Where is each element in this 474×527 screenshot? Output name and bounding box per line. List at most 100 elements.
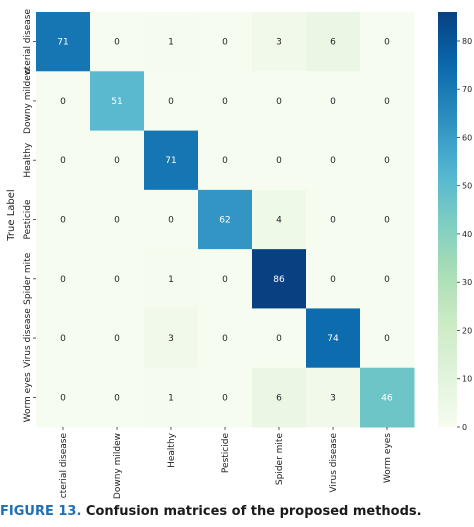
colorbar-tick-label-2: 20 (462, 326, 472, 335)
heatmap-cell-labels: 71 0 1 0 3 6 0 0 51 0 0 0 0 0 0 0 71 0 0 0 0 0 0 0 62 4 0 0 0 0 1 0 86 0 0… (57, 38, 393, 404)
cell-value-r0-c0: 71 (57, 38, 68, 48)
cell-value-r6-c0: 0 (60, 393, 66, 403)
cell-value-r5-c4: 0 (276, 334, 282, 344)
cell-value-r2-c1: 0 (114, 156, 120, 166)
cell-value-r6-c4: 6 (276, 393, 282, 403)
heatmap-cell-r5-c0 (36, 308, 91, 369)
cell-value-r5-c3: 0 (222, 334, 228, 344)
cell-value-r3-c6: 0 (384, 216, 390, 226)
cell-value-r4-c3: 0 (222, 275, 228, 285)
heatmap-cell-r1-c5 (306, 71, 361, 132)
colorbar: 0 10 20 30 40 50 60 70 80 (438, 12, 472, 432)
cell-value-r1-c3: 0 (222, 97, 228, 107)
x-tick-label-1: Downy mildew (113, 433, 123, 499)
heatmap-cell-r2-c0 (36, 130, 91, 191)
cell-value-r1-c1: 51 (111, 97, 122, 107)
x-tick-label-0: cterial disease (59, 433, 69, 499)
cell-value-r0-c1: 0 (114, 38, 120, 48)
heatmap-cell-r3-c0 (36, 189, 91, 250)
heatmap-cell-r2-c6 (360, 130, 415, 191)
cell-value-r5-c0: 0 (60, 334, 66, 344)
heatmap-cell-r6-c4 (252, 367, 307, 428)
heatmap-cell-r5-c3 (198, 308, 253, 369)
cell-value-r4-c1: 0 (114, 275, 120, 285)
heatmap-cell-r3-c2 (144, 189, 199, 250)
colorbar-gradient (438, 12, 457, 427)
cell-value-r0-c5: 6 (330, 38, 336, 48)
colorbar-ticks: 0 10 20 30 40 50 60 70 80 (457, 37, 472, 432)
cell-value-r3-c5: 0 (330, 216, 336, 226)
heatmap-cell-r0-c2 (144, 12, 199, 72)
cell-value-r6-c5: 3 (330, 393, 336, 403)
cell-value-r4-c6: 0 (384, 275, 390, 285)
cell-value-r1-c5: 0 (330, 97, 336, 107)
cell-value-r2-c2: 71 (165, 156, 176, 166)
y-tick-label-5: Virus disease (23, 308, 33, 368)
x-tick-label-4: Spider mite (275, 433, 285, 486)
cell-value-r2-c6: 0 (384, 156, 390, 166)
heatmap-cell-r2-c5 (306, 130, 361, 191)
y-axis-label: True Label (6, 189, 17, 241)
heatmap-cell-r3-c3 (198, 189, 253, 250)
x-tick-label-6: Worm eyes (383, 433, 393, 483)
heatmap-cell-r4-c5 (306, 249, 361, 309)
heatmap-cell-r0-c4 (252, 12, 307, 72)
heatmap-cell-r5-c1 (90, 308, 145, 369)
cell-value-r5-c6: 0 (384, 334, 390, 344)
colorbar-tick-label-5: 50 (462, 182, 472, 191)
cell-value-r4-c0: 0 (60, 275, 66, 285)
y-tick-label-2: Healthy (23, 142, 33, 178)
y-tick-label-3: Pesticide (23, 199, 33, 240)
heatmap-cell-r3-c6 (360, 189, 415, 250)
heatmap-cell-r6-c6 (360, 367, 415, 428)
heatmap-cell-r6-c0 (36, 367, 91, 428)
colorbar-tick-label-3: 30 (462, 278, 472, 287)
heatmap-cell-r5-c4 (252, 308, 307, 369)
y-tick-label-0: cterial disease (23, 9, 33, 75)
cell-value-r0-c4: 3 (276, 38, 282, 48)
heatmap-cell-r1-c3 (198, 71, 253, 132)
heatmap-cell-r3-c5 (306, 189, 361, 250)
heatmap-cell-r4-c0 (36, 249, 91, 309)
heatmap-cell-r2-c1 (90, 130, 145, 191)
y-tick-label-6: Worm eyes (23, 372, 33, 422)
figure-caption: FIGURE 13. Confusion matrices of the pro… (0, 504, 474, 524)
colorbar-tick-label-0: 0 (462, 423, 467, 432)
cell-value-r5-c1: 0 (114, 334, 120, 344)
caption-text: Confusion matrices of the proposed metho… (85, 504, 422, 519)
cell-value-r6-c1: 0 (114, 393, 120, 403)
cell-value-r2-c0: 0 (60, 156, 66, 166)
cell-value-r6-c6: 46 (381, 393, 393, 403)
caption-label: FIGURE 13. (0, 504, 82, 519)
cell-value-r1-c6: 0 (384, 97, 390, 107)
cell-value-r1-c4: 0 (276, 97, 282, 107)
heatmap-cell-r1-c4 (252, 71, 307, 132)
cell-value-r1-c0: 0 (60, 97, 66, 107)
x-tick-label-2: Healthy (167, 432, 177, 468)
heatmap-cell-r6-c1 (90, 367, 145, 428)
cell-value-r2-c4: 0 (276, 156, 282, 166)
heatmap-cell-r1-c0 (36, 71, 91, 132)
cell-value-r4-c4: 86 (273, 275, 285, 285)
heatmap-cell-r5-c5 (306, 308, 361, 369)
x-tick-label-3: Pesticide (221, 433, 231, 474)
heatmap-cells (36, 12, 415, 428)
heatmap-cell-r0-c6 (360, 12, 415, 72)
heatmap-cell-r2-c4 (252, 130, 307, 191)
heatmap-cell-r5-c2 (144, 308, 199, 369)
x-tick-labels: cterial disease Downy mildew Healthy Pestic… (59, 427, 393, 499)
colorbar-tick-label-7: 70 (462, 85, 472, 94)
heatmap-cell-r1-c6 (360, 71, 415, 132)
cell-value-r3-c3: 62 (219, 216, 230, 226)
colorbar-tick-label-1: 10 (462, 375, 472, 384)
y-tick-label-4: Spider mite (23, 252, 33, 305)
heatmap-cell-r0-c5 (306, 12, 361, 72)
heatmap-cell-r3-c1 (90, 189, 145, 250)
colorbar-tick-label-4: 40 (462, 230, 472, 239)
heatmap-cell-r4-c3 (198, 249, 253, 309)
cell-value-r6-c3: 0 (222, 393, 228, 403)
cell-value-r6-c2: 1 (168, 393, 174, 403)
cell-value-r1-c2: 0 (168, 97, 174, 107)
